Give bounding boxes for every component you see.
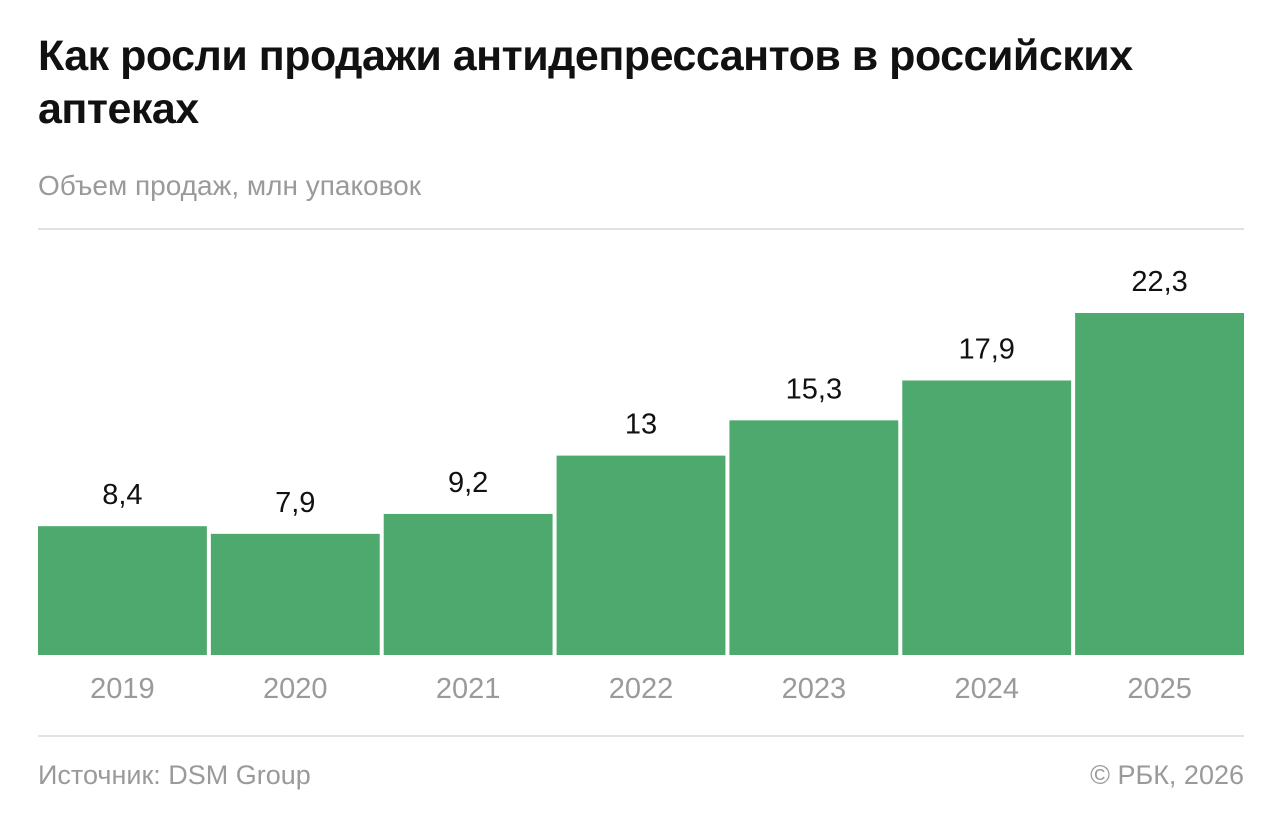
- x-tick-label: 2023: [782, 673, 847, 705]
- data-label: 13: [625, 409, 657, 441]
- chart-subtitle: Объем продаж, млн упаковок: [38, 170, 421, 201]
- data-label: 8,4: [102, 479, 142, 511]
- chart-title: Как росли продажи антидепрессантов в рос…: [38, 32, 1133, 133]
- x-tick-label: 2022: [609, 673, 674, 705]
- data-label: 22,3: [1131, 266, 1187, 298]
- data-label: 15,3: [786, 373, 842, 405]
- data-label: 7,9: [275, 487, 315, 519]
- bar-2019: [38, 526, 207, 655]
- x-tick-label: 2024: [954, 673, 1019, 705]
- bottom-divider: [38, 735, 1244, 737]
- data-label: 9,2: [448, 467, 488, 499]
- x-tick-label: 2019: [90, 673, 155, 705]
- x-tick-label: 2025: [1127, 673, 1192, 705]
- bar-2023: [729, 420, 899, 655]
- bar-2022: [556, 455, 726, 655]
- bar-2020: [210, 533, 380, 655]
- data-label: 17,9: [958, 333, 1014, 365]
- copyright-note: © РБК, 2026: [1090, 760, 1244, 790]
- bar-2021: [383, 513, 553, 655]
- bar-2024: [902, 380, 1072, 655]
- x-tick-label: 2020: [263, 673, 328, 705]
- top-divider: [38, 228, 1244, 230]
- x-tick-label: 2021: [436, 673, 501, 705]
- source-note: Источник: DSM Group: [38, 760, 311, 790]
- bar-2025: [1075, 313, 1244, 655]
